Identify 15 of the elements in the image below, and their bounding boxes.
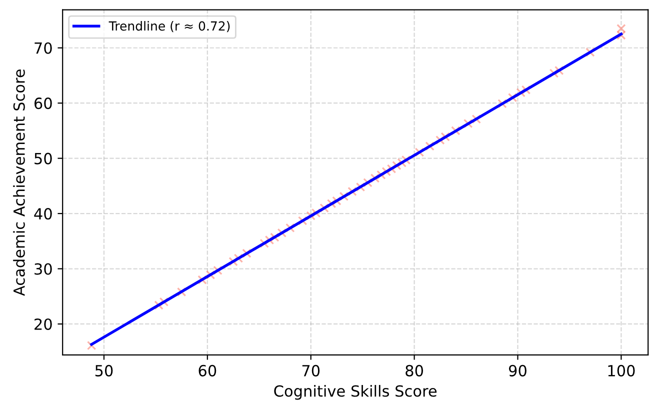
x-tick-label: 50 [95,364,113,376]
y-tick-label: 70 [34,42,52,54]
x-tick-label: 100 [608,364,635,376]
y-tick-label: 60 [34,98,52,110]
y-tick-label: 30 [34,263,52,275]
y-tick-label: 20 [34,318,52,330]
x-axis-title: Cognitive Skills Score [274,384,437,400]
x-tick-label: 80 [406,364,424,376]
x-tick-label: 60 [198,364,216,376]
y-tick-label: 50 [34,152,52,164]
x-tick-label: 70 [302,364,320,376]
y-tick-label: 40 [34,208,52,220]
legend-label: Trendline (r ≈ 0.72) [108,21,230,32]
y-axis-title: Academic Achievement Score [13,69,25,296]
x-tick-label: 90 [508,364,526,376]
